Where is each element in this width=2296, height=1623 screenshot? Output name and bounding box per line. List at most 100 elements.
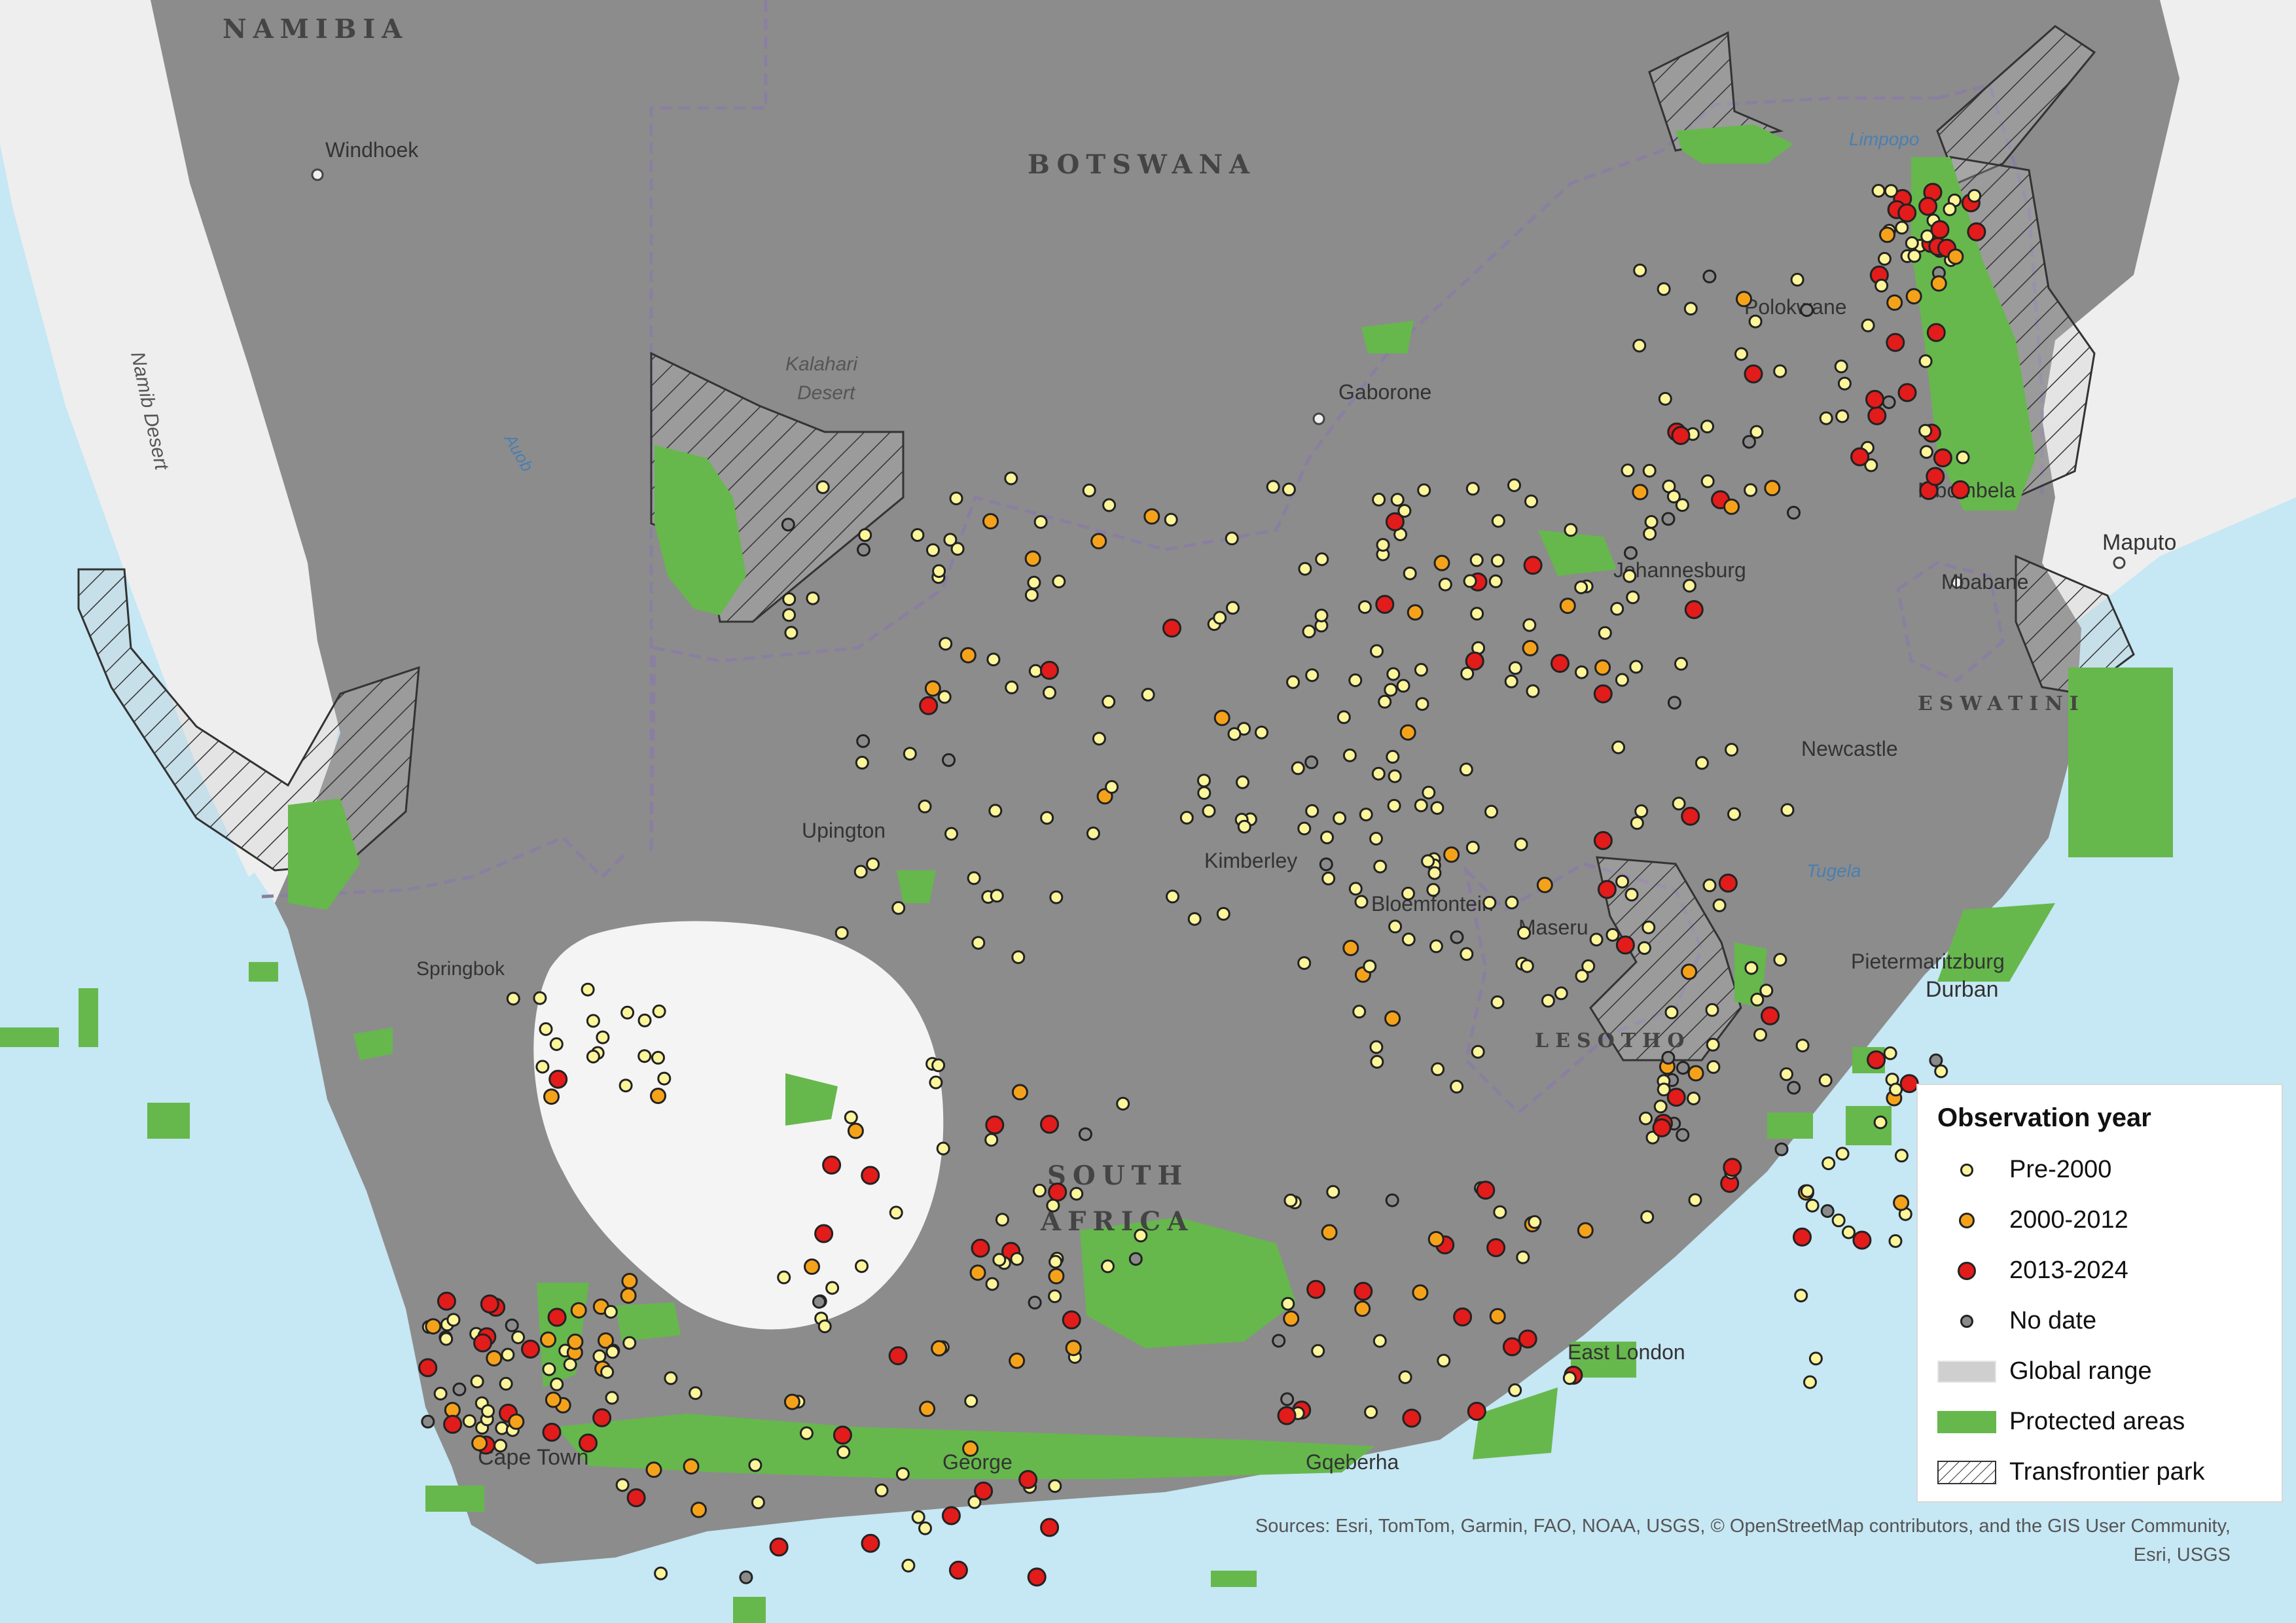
observation-point-pre2000 [1004, 471, 1018, 486]
observation-point-pre2000 [1488, 574, 1503, 588]
observation-point-pre2000 [1541, 993, 1555, 1008]
observation-point-pre2000 [1438, 577, 1452, 592]
observation-point-pre2000 [1369, 832, 1383, 846]
observation-point-pre2000 [1653, 1099, 1668, 1114]
observation-point-pre2000 [784, 626, 798, 640]
observation-point-pre2000 [1934, 1064, 1948, 1079]
observation-point-pre2000 [1874, 278, 1889, 293]
observation-point-pre2000 [1302, 624, 1316, 639]
observation-point-2013-2024 [1761, 1006, 1780, 1026]
observation-point-no-date [739, 1570, 753, 1584]
observation-point-2013-2024 [1162, 618, 1181, 638]
observation-point-no-date [1450, 930, 1464, 944]
city-labels: Windhoek Gaborone Polokwane Mbombela Map… [325, 138, 2176, 1474]
observation-point-2000-2012 [598, 1332, 614, 1349]
label-tugela: Tugela [1806, 861, 1861, 881]
observation-point-no-date [1280, 1392, 1295, 1406]
attribution-line-2: Esri, USGS [2133, 1544, 2231, 1565]
observation-point-pre2000 [1342, 748, 1357, 762]
observation-point-no-date [1676, 1128, 1690, 1142]
observation-point-no-date [1676, 1061, 1690, 1075]
observation-point-pre2000 [1744, 961, 1759, 975]
observation-point-2000-2012 [1427, 1231, 1444, 1247]
observation-point-no-date [1624, 546, 1638, 560]
observation-point-pre2000 [1700, 474, 1715, 488]
observation-point-pre2000 [1759, 984, 1774, 998]
observation-point-pre2000 [1459, 762, 1473, 777]
observation-point-pre2000 [901, 1558, 916, 1573]
observation-point-2000-2012 [508, 1413, 525, 1430]
observation-point-pre2000 [1370, 1055, 1384, 1069]
observation-point-pre2000 [1808, 1351, 1823, 1366]
label-botswana: BOTSWANA [1028, 149, 1256, 180]
observation-point-2013-2024 [1684, 600, 1704, 619]
observation-point-no-date [1787, 1080, 1801, 1095]
observation-point-pre2000 [777, 1270, 791, 1285]
observation-point-pre2000 [637, 1049, 652, 1063]
observation-point-pre2000 [1450, 1079, 1464, 1094]
observation-point-pre2000 [1674, 656, 1688, 671]
protected-tankwa [785, 1073, 838, 1126]
observation-point-2000-2012 [1065, 1340, 1082, 1357]
observation-point-pre2000 [1905, 236, 1919, 250]
observation-point-pre2000 [1052, 575, 1066, 588]
observation-point-pre2000 [1581, 959, 1596, 973]
observation-point-pre2000 [1414, 663, 1428, 677]
label-george: George [942, 1450, 1013, 1474]
observation-point-pre2000 [1471, 1044, 1485, 1059]
city-markers [311, 168, 2126, 589]
observation-point-no-date [1319, 857, 1333, 872]
observation-point-2000-2012 [969, 1264, 986, 1281]
observation-point-2013-2024 [985, 1115, 1005, 1135]
observation-point-pre2000 [1672, 796, 1686, 811]
observation-point-2013-2024 [1039, 660, 1059, 680]
observation-point-2000-2012 [1687, 1065, 1704, 1082]
observation-point-pre2000 [926, 543, 940, 558]
observation-point-pre2000 [1700, 419, 1714, 434]
observation-point-pre2000 [1575, 969, 1589, 983]
observation-point-pre2000 [1526, 684, 1540, 698]
observation-point-2000-2012 [783, 1393, 800, 1410]
attribution-line-1: Sources: Esri, TomTom, Garmin, FAO, NOAA… [1255, 1516, 2231, 1537]
observation-point-pre2000 [1403, 566, 1417, 580]
label-mbabane: Mbabane [1941, 570, 2028, 594]
observation-point-pre2000 [932, 564, 946, 579]
observation-point-pre2000 [1610, 601, 1624, 616]
observation-point-no-date [856, 734, 870, 748]
observation-point-pre2000 [1641, 920, 1656, 935]
observation-point-2013-2024 [1476, 1181, 1496, 1200]
observation-point-pre2000 [657, 1071, 672, 1086]
observation-point-pre2000 [1877, 252, 1892, 266]
observation-point-2013-2024 [1926, 323, 1946, 342]
observation-point-pre2000 [533, 991, 547, 1005]
observation-point-2000-2012 [543, 1088, 560, 1105]
observation-point-2000-2012 [1723, 498, 1740, 515]
observation-point-pre2000 [1528, 1215, 1542, 1229]
protected-kgalagadi [655, 445, 746, 615]
observation-point-pre2000 [1326, 1185, 1340, 1199]
observation-point-2000-2012 [621, 1273, 638, 1289]
observation-point-pre2000 [1834, 359, 1848, 374]
label-kalahari: Kalahari [785, 353, 858, 375]
observation-point-2013-2024 [1723, 1158, 1742, 1177]
observation-point-pre2000 [1491, 514, 1505, 528]
legend-row-pre2000: Pre-2000 [1937, 1145, 2262, 1195]
observation-point-pre2000 [1043, 685, 1056, 700]
observation-point-2000-2012 [1342, 940, 1359, 956]
observation-point-pre2000 [1522, 618, 1537, 632]
observation-point-2013-2024 [1918, 196, 1938, 216]
label-africa: AFRICA [1040, 1206, 1194, 1237]
observation-point-pre2000 [539, 1022, 553, 1036]
observation-point-2013-2024 [1486, 1238, 1506, 1257]
observation-point-pre2000 [1611, 740, 1626, 755]
observation-point-pre2000 [1470, 607, 1484, 621]
observation-point-no-date [781, 518, 795, 532]
observation-point-pre2000 [1894, 1149, 1909, 1163]
observation-point-pre2000 [1255, 725, 1268, 740]
observation-point-2000-2012 [960, 647, 977, 664]
observation-point-pre2000 [1049, 890, 1064, 904]
observation-point-pre2000 [1237, 819, 1251, 834]
legend-label-2013-2024: 2013-2024 [2009, 1257, 2128, 1284]
protected-mapungubwe [1676, 124, 1793, 164]
observation-point-pre2000 [910, 528, 925, 542]
